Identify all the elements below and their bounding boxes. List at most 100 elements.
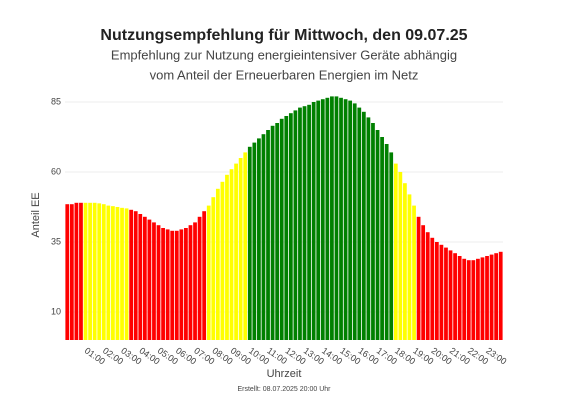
x-tick-label: 23:00 <box>484 345 508 366</box>
bar <box>142 216 147 340</box>
x-tick-label: 15:00 <box>338 345 362 366</box>
chart-subtitle: vom Anteil der Erneuerbaren Energien im … <box>150 67 419 82</box>
bar <box>439 244 444 340</box>
bar <box>389 152 394 340</box>
bar <box>238 158 243 340</box>
x-tick-label: 21:00 <box>448 345 472 366</box>
bar <box>257 138 261 340</box>
x-tick-label: 02:00 <box>101 345 125 366</box>
bar <box>138 214 143 340</box>
bar <box>97 203 102 340</box>
bar <box>65 204 70 340</box>
bar <box>371 123 375 340</box>
bar <box>320 99 325 340</box>
y-tick-label: 60 <box>51 166 61 176</box>
bar <box>380 137 384 340</box>
x-axis-label: Uhrzeit <box>267 368 302 380</box>
chart-subtitle: Empfehlung zur Nutzung energieintensiver… <box>111 47 457 62</box>
bar <box>206 205 211 340</box>
bar <box>485 256 489 340</box>
bar <box>311 102 316 340</box>
bar <box>412 205 416 340</box>
bar <box>115 207 120 340</box>
bar <box>466 260 471 340</box>
bar <box>430 237 435 340</box>
bar <box>188 225 193 340</box>
bar <box>298 107 302 340</box>
bar <box>453 253 457 340</box>
bar <box>243 152 248 340</box>
bar <box>489 254 494 340</box>
bar <box>234 163 238 340</box>
bar <box>270 125 275 340</box>
x-tick-label: 16:00 <box>356 345 380 366</box>
bar <box>275 123 280 340</box>
bar <box>225 174 229 340</box>
bar <box>261 134 266 340</box>
x-tick-label: 06:00 <box>174 345 198 366</box>
bar <box>106 205 111 340</box>
bar <box>69 204 74 340</box>
bar <box>366 117 371 341</box>
bar <box>156 225 161 340</box>
bar <box>334 96 339 341</box>
x-tick-label: 19:00 <box>411 345 435 366</box>
x-tick-label: 20:00 <box>429 345 453 366</box>
bar <box>471 260 476 340</box>
bar <box>266 130 270 340</box>
x-tick-label: 07:00 <box>192 345 216 366</box>
bar <box>161 228 165 340</box>
bar <box>220 181 225 340</box>
bar <box>83 202 88 340</box>
bar <box>494 253 499 340</box>
y-axis-label: Anteil EE <box>30 192 42 237</box>
bar <box>193 222 197 340</box>
bar <box>480 257 485 340</box>
footer: Erstellt: 08.07.2025 20:00 Uhr <box>237 386 331 393</box>
bar <box>170 230 175 340</box>
x-tick-label: 04:00 <box>137 345 161 366</box>
bar <box>129 209 134 340</box>
bar <box>352 103 357 341</box>
x-tick-label: 17:00 <box>375 345 399 366</box>
bar <box>462 258 467 340</box>
bar <box>279 118 284 340</box>
x-tick-label: 18:00 <box>393 345 417 366</box>
bar <box>330 96 334 341</box>
bar <box>152 222 156 340</box>
bar <box>398 172 403 340</box>
bar <box>197 216 202 340</box>
bar <box>92 202 97 340</box>
bar <box>348 100 353 340</box>
bar <box>179 229 184 340</box>
bar <box>79 202 83 340</box>
y-tick-label: 35 <box>51 236 61 246</box>
x-tick-label: 01:00 <box>83 345 107 366</box>
x-tick-label: 11:00 <box>265 345 289 366</box>
bar <box>229 169 234 340</box>
bar <box>302 106 307 340</box>
bar <box>74 202 79 340</box>
bar <box>124 208 129 340</box>
bar <box>448 250 453 340</box>
bar <box>165 229 170 340</box>
bar <box>252 142 257 340</box>
x-tick-label: 14:00 <box>320 345 344 366</box>
y-tick-label: 85 <box>51 96 61 106</box>
bar <box>284 116 289 340</box>
x-tick-label: 10:00 <box>247 345 271 366</box>
bar <box>120 207 124 340</box>
bar <box>421 225 426 340</box>
bar <box>88 202 92 340</box>
bar <box>393 163 398 340</box>
bar <box>357 107 362 340</box>
x-tick-label: 05:00 <box>156 345 180 366</box>
bar <box>434 242 439 340</box>
x-tick-label: 22:00 <box>466 345 490 366</box>
bar <box>211 197 216 340</box>
bar <box>202 211 207 340</box>
bar <box>403 183 407 340</box>
bar <box>111 206 115 340</box>
bar <box>174 230 179 340</box>
bar <box>184 228 188 340</box>
